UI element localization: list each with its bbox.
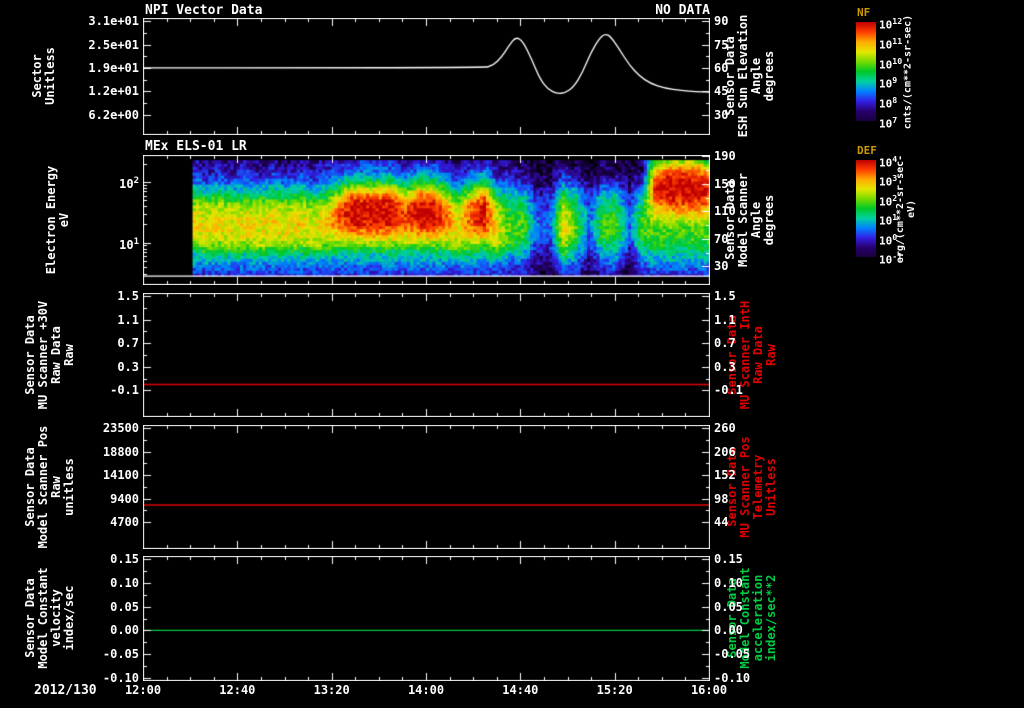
- y-axis-tick-label: 4700: [110, 515, 139, 529]
- y-axis-tick-label: 75: [714, 37, 729, 52]
- x-axis-tick-label: 12:40: [219, 683, 256, 697]
- y-axis-tick-label: 0.00: [714, 623, 743, 638]
- y-axis-tick-label: 150: [714, 176, 736, 191]
- y-axis-tick-label: 60: [714, 60, 729, 75]
- y-axis-tick-label: 102: [119, 176, 139, 192]
- panel2-title: MEx ELS-01 LR: [145, 139, 247, 154]
- colorbar1-gradient: [856, 22, 876, 121]
- y-axis-tick-label: 0.00: [110, 623, 139, 638]
- y-axis-tick-label: 0.3: [714, 359, 736, 374]
- y-axis-tick-label: -0.05: [102, 647, 139, 662]
- y-axis-tick-label: 30: [714, 259, 729, 274]
- y-axis-tick-label: -0.10: [714, 671, 751, 686]
- y-axis-tick-label: 0.10: [110, 575, 139, 590]
- y-axis-tick-label: 110: [714, 204, 736, 219]
- colorbar2-gradient: [856, 160, 876, 257]
- date-label: 2012/130: [34, 683, 97, 698]
- y-axis-tick-label: 90: [714, 14, 729, 29]
- colorbar-tick-label: 1012: [879, 16, 903, 32]
- colorbar-tick-label: 101: [879, 212, 898, 228]
- colorbar2-label: DEF: [857, 144, 877, 157]
- panel-canvas-els-energy-spectrogram: [143, 155, 710, 285]
- y-axis-tick-label: 1.5: [714, 288, 736, 303]
- colorbar-tick-label: 103: [879, 173, 898, 190]
- y-axis-tick-label: 0.7: [714, 336, 736, 351]
- colorbar-tick-label: 1010: [879, 55, 903, 72]
- y-axis-tick-label: 14100: [102, 468, 139, 482]
- y-axis-tick-label: 1.5: [117, 288, 139, 303]
- no-data-status: NO DATA: [655, 3, 710, 18]
- y-axis-tick-label: 260: [714, 421, 736, 435]
- colorbar-tick-label: 102: [879, 192, 898, 209]
- x-axis-tick-label: 14:40: [502, 683, 539, 697]
- y-axis-tick-label: -0.1: [714, 383, 743, 398]
- panel4-left-axis-title: Sensor Data Model Scanner Pos Raw unitle…: [23, 425, 76, 549]
- x-axis-tick-label: 16:00: [690, 683, 728, 697]
- y-axis-tick-label: 0.15: [110, 551, 139, 566]
- y-axis-tick-label: 0.10: [714, 575, 743, 590]
- y-axis-tick-label: 152: [714, 468, 736, 482]
- y-axis-tick-label: 190: [714, 149, 736, 164]
- y-axis-tick-label: -0.10: [102, 671, 139, 686]
- y-axis-tick-label: 0.05: [110, 599, 139, 614]
- colorbar-tick-label: 108: [879, 95, 898, 111]
- y-axis-tick-label: 23500: [102, 421, 139, 435]
- y-axis-tick-label: 1.1: [117, 312, 139, 327]
- x-axis-tick-label: 12:00: [124, 683, 162, 697]
- y-axis-tick-label: 1.9e+01: [88, 60, 139, 75]
- colorbar-tick-label: 1011: [879, 35, 903, 52]
- colorbar-tick-label: 104: [879, 154, 898, 170]
- colorbar1-label: NF: [857, 6, 871, 19]
- x-axis-tick-label: 14:00: [407, 683, 445, 697]
- colorbar-tick-label: 10-1: [879, 251, 903, 267]
- y-axis-tick-label: -0.1: [110, 383, 139, 398]
- y-axis-tick-label: 9400: [110, 491, 139, 506]
- x-axis-tick-label: 13:20: [313, 683, 350, 697]
- panel1-left-axis-title: Sector Unitless: [30, 47, 57, 105]
- y-axis-tick-label: 70: [714, 231, 729, 246]
- y-axis-tick-label: 45: [714, 84, 729, 99]
- colorbar-tick-label: 107: [879, 115, 898, 131]
- y-axis-tick-label: -0.05: [714, 647, 751, 662]
- y-axis-tick-label: 1.2e+01: [88, 84, 139, 99]
- panel-canvas-mu-scanner-30v: [143, 293, 710, 417]
- panel-canvas-model-scanner-pos: [143, 425, 710, 549]
- y-axis-tick-label: 3.1e+01: [88, 14, 139, 29]
- y-axis-tick-label: 0.15: [714, 551, 743, 566]
- y-axis-tick-label: 2.5e+01: [88, 37, 139, 52]
- y-axis-tick-label: 0.7: [117, 336, 139, 351]
- panel-canvas-model-constant-velocity: [143, 556, 710, 681]
- y-axis-tick-label: 44: [714, 515, 729, 529]
- colorbar-tick-label: 109: [879, 75, 898, 92]
- y-axis-tick-label: 0.3: [117, 359, 139, 374]
- y-axis-tick-label: 98: [714, 491, 729, 506]
- y-axis-tick-label: 206: [714, 444, 736, 459]
- y-axis-tick-label: 30: [714, 107, 729, 122]
- panel1-title: NPI Vector Data: [145, 3, 263, 18]
- panel5-left-axis-title: Sensor Data Model Constant velocity inde…: [23, 567, 76, 669]
- y-axis-tick-label: 1.1: [714, 312, 736, 327]
- colorbar-tick-label: 100: [879, 231, 898, 248]
- panel3-left-axis-title: Sensor Data MU Scanner +30V Raw Data Raw: [23, 300, 76, 410]
- panel-canvas-npi-sun-elevation: [143, 18, 710, 135]
- y-axis-tick-label: 0.05: [714, 599, 743, 614]
- panel2-left-axis-title: Electron Energy eV: [44, 165, 71, 275]
- x-axis-tick-label: 15:20: [596, 683, 633, 697]
- y-axis-tick-label: 101: [119, 236, 139, 252]
- y-axis-tick-label: 6.2e+00: [88, 107, 139, 122]
- y-axis-tick-label: 18800: [102, 444, 139, 459]
